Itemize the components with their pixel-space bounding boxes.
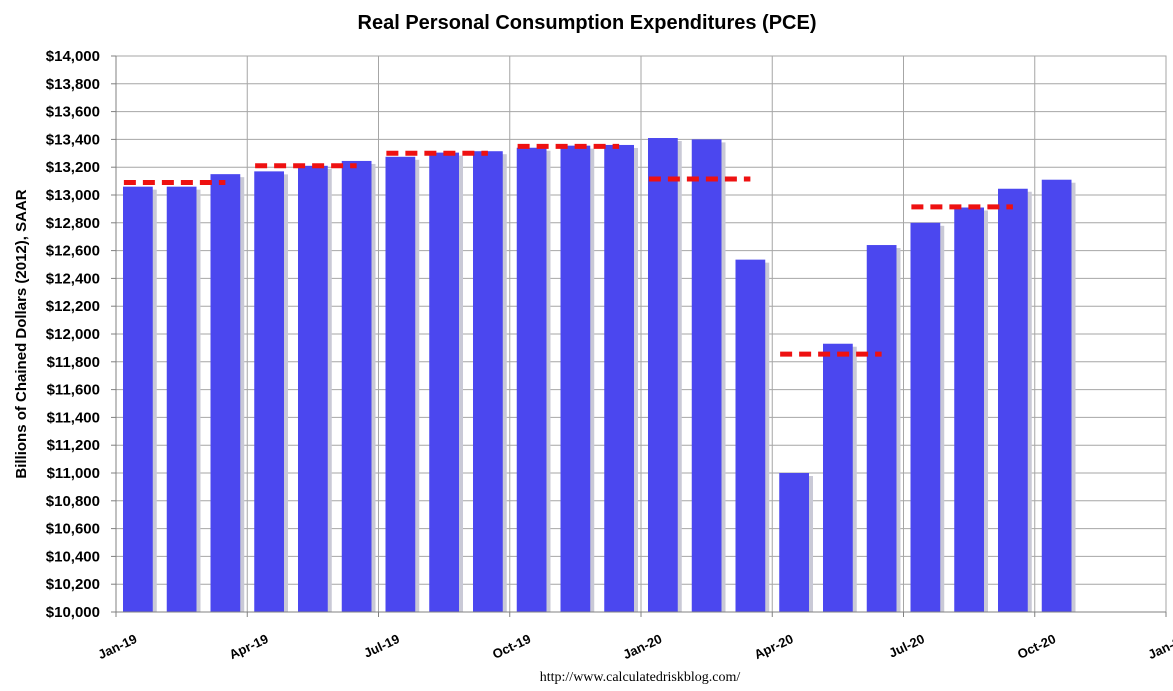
y-tick-label: $10,600: [46, 521, 100, 538]
bar: May-19: 13210: [298, 165, 328, 612]
source-url: http://www.calculatedriskblog.com/: [540, 670, 741, 685]
y-tick-label: $12,000: [46, 326, 100, 343]
quarterly-average-lines: [123, 143, 1013, 357]
bars: Jan-19: 13060 Feb-19: 13060 Mar-19: 13150 A…: [123, 138, 1076, 613]
bar: Aug-20: 12910: [954, 207, 984, 612]
x-tick-label: Apr-20: [752, 631, 796, 662]
y-axis-label: Billions of Chained Dollars (2012), SAAR: [13, 189, 30, 478]
y-tick-label: $11,400: [47, 409, 100, 426]
bar: Apr-20: 11000: [779, 473, 809, 612]
y-tick-label: $11,800: [47, 354, 100, 371]
y-tick-label: $13,200: [46, 159, 100, 176]
bar: Apr-19: 13170: [254, 171, 284, 612]
y-tick-label: $13,400: [46, 131, 100, 148]
bar: Dec-19: 13360: [604, 144, 634, 612]
y-tick-label: $12,600: [46, 243, 100, 260]
bar: Jul-19: 13275: [385, 156, 416, 612]
y-tick-label: $12,800: [46, 215, 100, 232]
chart-title: Real Personal Consumption Expenditures (…: [358, 12, 817, 34]
x-tick-label: Apr-19: [227, 631, 271, 662]
x-tick-label: Jan-19: [96, 631, 140, 662]
y-tick-label: $10,400: [46, 548, 100, 565]
y-tick-label: $10,800: [46, 493, 100, 510]
y-tick-label: $12,200: [46, 298, 100, 315]
y-tick-label: $13,800: [46, 76, 100, 93]
bar: Sep-19: 13315: [473, 151, 503, 612]
y-tick-label: $10,200: [46, 576, 100, 593]
y-tick-label: $12,400: [46, 270, 100, 287]
bar: Feb-19: 13060: [166, 186, 197, 612]
bar: Feb-20: 13400: [691, 139, 722, 612]
x-tick-label: Jan-21: [1146, 631, 1173, 662]
x-tick-label: Jul-19: [361, 631, 401, 660]
bar: Jun-20: 12640: [866, 245, 897, 613]
bar: Sep-20: 13045: [998, 188, 1028, 612]
y-tick-label: $11,000: [47, 465, 100, 482]
x-tick-label: Jan-20: [621, 631, 665, 662]
bar: Oct-20: 13110: [1041, 179, 1072, 612]
x-tick-label: Jul-20: [886, 631, 926, 660]
y-tick-label: $13,600: [46, 104, 100, 121]
bar: Nov-19: 13355: [560, 145, 591, 612]
bar: Mar-19: 13150: [210, 174, 241, 612]
x-tick-label: Oct-19: [490, 631, 533, 662]
y-tick-label: $11,200: [47, 437, 100, 454]
x-tick-label: Oct-20: [1015, 631, 1058, 662]
axes: [111, 55, 1167, 617]
bar: Jun-19: 13245: [341, 160, 372, 612]
bar: Jan-19: 13060: [123, 186, 153, 612]
bar: Aug-19: 13305: [429, 152, 459, 613]
y-tick-labels: $10,000 $10,200 $10,400 $10,600 $10,800 $11,0…: [46, 48, 100, 621]
x-tick-labels: Jan-19 Apr-19 Jul-19 Oct-19 Jan-20 Apr-20 Jul-…: [96, 631, 1173, 662]
bar: Mar-20: 12535: [735, 259, 766, 612]
y-tick-label: $11,600: [47, 382, 100, 399]
y-tick-label: $14,000: [46, 48, 100, 65]
bar: Jan-20: 13410: [648, 138, 678, 612]
y-tick-label: $13,000: [46, 187, 100, 204]
bar: Jul-20: 12800: [910, 222, 941, 613]
grid: [115, 55, 1167, 613]
bar: May-20: 11930: [823, 343, 853, 612]
y-tick-label: $10,000: [46, 604, 100, 621]
bar: Oct-19: 13340: [516, 147, 547, 613]
